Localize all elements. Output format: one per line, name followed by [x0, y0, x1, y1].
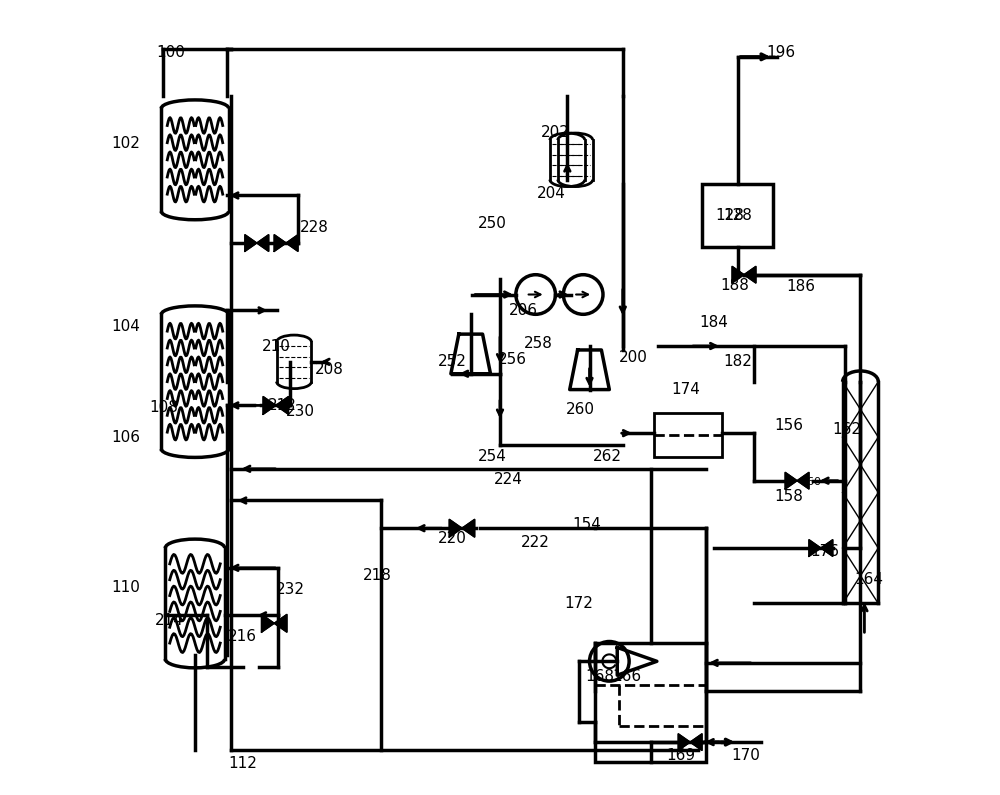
Text: 216: 216: [228, 630, 257, 644]
Text: 222: 222: [521, 535, 550, 550]
Text: 104: 104: [112, 319, 141, 334]
Text: 232: 232: [276, 582, 305, 597]
Text: 196: 196: [767, 45, 796, 60]
Text: 202: 202: [541, 125, 570, 140]
Text: 166: 166: [612, 669, 641, 684]
Text: 170: 170: [731, 748, 760, 763]
Text: 128: 128: [715, 207, 744, 223]
Text: 158: 158: [775, 489, 804, 504]
Polygon shape: [245, 235, 269, 251]
Text: 262: 262: [592, 449, 621, 464]
Polygon shape: [263, 397, 288, 414]
Text: 128: 128: [723, 207, 752, 223]
Text: 102: 102: [112, 137, 141, 152]
Text: 230: 230: [286, 405, 315, 419]
Text: 184: 184: [699, 315, 728, 330]
Text: 256: 256: [497, 352, 526, 367]
Text: 108: 108: [149, 400, 178, 414]
Polygon shape: [274, 235, 298, 251]
Text: 110: 110: [112, 580, 141, 595]
Text: 164: 164: [854, 572, 883, 588]
Text: 208: 208: [315, 363, 344, 378]
Text: 172: 172: [565, 596, 594, 611]
Text: 156: 156: [775, 417, 804, 432]
Text: 112: 112: [228, 756, 257, 771]
Text: 224: 224: [493, 471, 522, 487]
Text: 200: 200: [619, 351, 648, 366]
Text: 212: 212: [268, 398, 297, 413]
Text: 258: 258: [524, 336, 552, 351]
Text: 182: 182: [723, 355, 752, 370]
Text: 254: 254: [478, 449, 507, 464]
Text: 204: 204: [537, 185, 566, 200]
Text: 176: 176: [810, 545, 839, 560]
Text: 218: 218: [363, 568, 392, 584]
Text: 169: 169: [666, 748, 695, 763]
Text: 214: 214: [154, 614, 183, 628]
Text: 154: 154: [573, 517, 602, 532]
Text: 252: 252: [438, 355, 467, 370]
Text: 162: 162: [832, 421, 861, 436]
Polygon shape: [809, 540, 833, 556]
Polygon shape: [678, 734, 702, 750]
Text: 210: 210: [262, 339, 291, 354]
Polygon shape: [449, 519, 475, 537]
Text: 168: 168: [585, 669, 614, 684]
Text: 188: 188: [720, 277, 749, 293]
Text: 106: 106: [112, 429, 141, 444]
Bar: [654, 413, 722, 457]
Text: 174: 174: [672, 382, 701, 397]
Polygon shape: [262, 615, 287, 632]
Text: 160: 160: [801, 477, 822, 487]
Bar: [595, 643, 706, 762]
Text: 250: 250: [478, 215, 507, 231]
Text: 260: 260: [566, 402, 595, 417]
Text: 220: 220: [438, 531, 467, 546]
Text: 206: 206: [509, 303, 538, 318]
Polygon shape: [732, 266, 756, 283]
Text: 228: 228: [299, 219, 328, 235]
Bar: [702, 184, 773, 247]
Text: 186: 186: [787, 279, 816, 294]
Text: 100: 100: [157, 45, 186, 60]
Polygon shape: [785, 472, 809, 489]
